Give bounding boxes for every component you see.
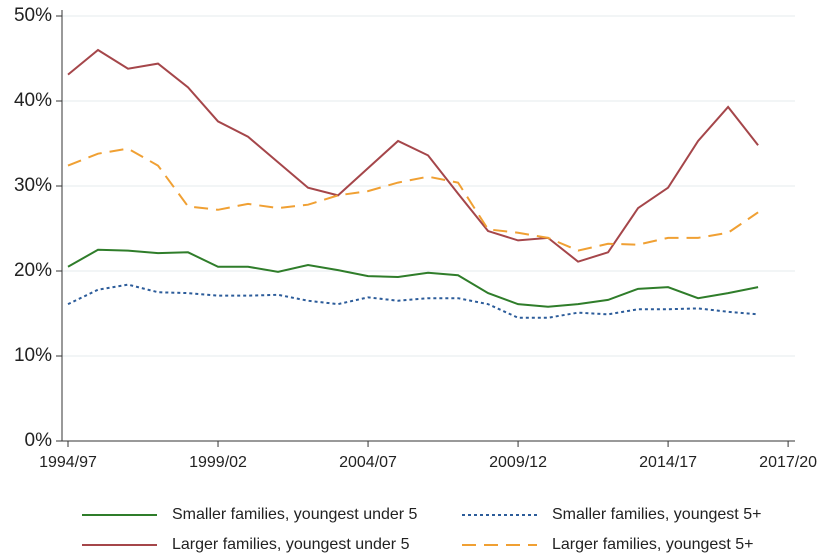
series-line: [67, 283, 759, 319]
y-tick-label: 20%: [14, 260, 52, 281]
x-tick-label: 2004/07: [339, 454, 397, 471]
series-line: [67, 147, 759, 252]
series-line: [67, 248, 759, 308]
x-tick-label: 1994/97: [39, 454, 97, 471]
y-tick-label: 50%: [14, 5, 52, 26]
y-tick-label: 40%: [14, 90, 52, 111]
legend-label: Smaller families, youngest under 5: [172, 506, 418, 523]
x-tick-label: 2017/20: [759, 454, 817, 471]
y-tick-label: 0%: [25, 430, 53, 451]
legend-label: Larger families, youngest 5+: [552, 536, 753, 553]
y-tick-label: 10%: [14, 345, 52, 366]
series-line: [67, 48, 759, 263]
legend-label: Larger families, youngest under 5: [172, 536, 410, 553]
y-tick-label: 30%: [14, 175, 52, 196]
x-tick-label: 2014/17: [639, 454, 697, 471]
x-tick-label: 1999/02: [189, 454, 247, 471]
legend-label: Smaller families, youngest 5+: [552, 506, 761, 523]
x-tick-label: 2009/12: [489, 454, 547, 471]
